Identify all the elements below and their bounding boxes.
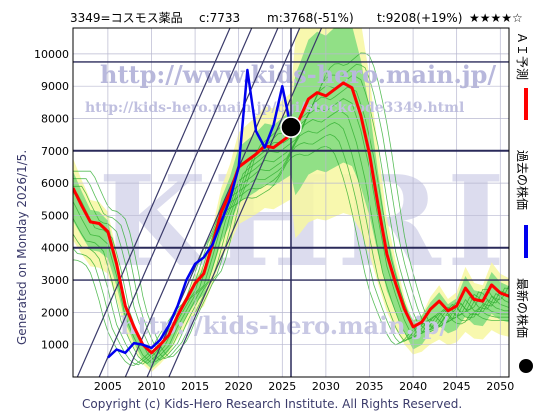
channel-line xyxy=(124,28,279,377)
stock-title: 3349=コスモス薬品 xyxy=(70,11,183,25)
channel-line xyxy=(76,28,231,377)
generated-label: Generated on Monday 2026/1/5. xyxy=(15,150,29,345)
target-price: t:9208(+19%) xyxy=(377,11,462,25)
channel-line xyxy=(98,28,253,377)
y-tick-label: 7000 xyxy=(41,145,69,158)
y-tick-label: 9000 xyxy=(41,80,69,93)
grid-lines xyxy=(73,28,509,377)
y-tick-label: 3000 xyxy=(41,274,69,287)
channel-line xyxy=(168,28,323,377)
series-group xyxy=(73,68,509,359)
copyright-text: Copyright (c) Kids-Hero Research Institu… xyxy=(82,397,462,411)
legend-ai-label: ＡＩ予測 xyxy=(515,32,529,80)
x-tick-label: 2020 xyxy=(225,380,253,393)
legend-past-label: 過去の株価 xyxy=(515,150,530,210)
y-tick-label: 1000 xyxy=(41,339,69,352)
rating-stars: ★★★★☆ xyxy=(469,11,523,25)
band-outer xyxy=(73,28,509,373)
y-tick-label: 4000 xyxy=(41,242,69,255)
watermark-url-middle: http://kids-hero.main.jp/cgi/stockcode33… xyxy=(85,100,464,116)
x-tick-label: 2040 xyxy=(399,380,427,393)
y-tick-label: 10000 xyxy=(34,48,69,61)
x-tick-label: 2030 xyxy=(312,380,340,393)
legend-latest-label: 最新の株価 xyxy=(515,278,530,338)
latest-price-marker xyxy=(280,116,302,138)
x-tick-label: 2005 xyxy=(94,380,122,393)
legend-latest-swatch xyxy=(519,359,533,373)
x-tick-label: 2035 xyxy=(355,380,383,393)
x-tick-label: 2050 xyxy=(486,380,514,393)
x-tick-label: 2025 xyxy=(268,380,296,393)
y-tick-label: 5000 xyxy=(41,209,69,222)
y-tick-label: 8000 xyxy=(41,112,69,125)
past-price-line xyxy=(107,68,293,359)
plot-border xyxy=(72,27,510,378)
y-tick-label: 6000 xyxy=(41,177,69,190)
current-price: c:7733 xyxy=(199,11,240,25)
x-tick-label: 2010 xyxy=(137,380,165,393)
min-price: m:3768(-51%) xyxy=(267,11,354,25)
watermark-url-top: http://www.kids-hero.main.jp/ xyxy=(100,60,496,89)
y-tick-label: 2000 xyxy=(41,306,69,319)
axis-ticks: 1000 2000 3000 4000 5000 6000 7000 8000 9000 1000… xyxy=(34,48,514,393)
x-tick-label: 2015 xyxy=(181,380,209,393)
x-tick-label: 2045 xyxy=(443,380,471,393)
